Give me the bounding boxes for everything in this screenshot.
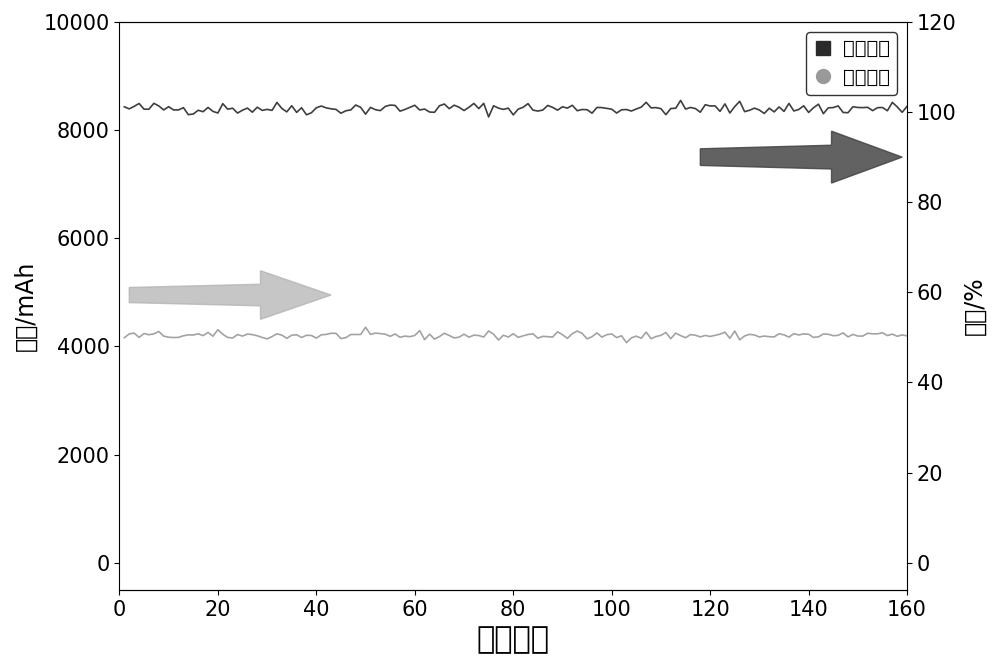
放电容量 [901, 332, 913, 340]
放电容量 [340, 333, 352, 341]
充电容量 [630, 105, 642, 113]
放电容量 [635, 334, 647, 342]
放电容量 [276, 331, 288, 339]
放电容量 [620, 339, 632, 347]
充电容量 [276, 104, 288, 112]
充电容量 [483, 113, 495, 121]
放电容量 [556, 331, 568, 339]
Polygon shape [129, 271, 331, 319]
Line: 放电容量: 放电容量 [124, 327, 907, 343]
X-axis label: 循环次数: 循环次数 [477, 625, 550, 654]
充电容量 [556, 103, 568, 111]
放电容量 [118, 334, 130, 342]
Y-axis label: 效率/%: 效率/% [962, 277, 986, 335]
Polygon shape [700, 131, 902, 183]
充电容量 [340, 107, 352, 115]
充电容量 [768, 108, 780, 116]
充电容量 [675, 96, 687, 104]
Line: 充电容量: 充电容量 [124, 100, 907, 117]
充电容量 [118, 103, 130, 111]
Y-axis label: 容量/mAh: 容量/mAh [14, 261, 38, 351]
充电容量 [872, 104, 884, 112]
放电容量 [360, 323, 372, 331]
Legend: 充电容量, 放电容量: 充电容量, 放电容量 [806, 31, 897, 95]
放电容量 [768, 333, 780, 341]
放电容量 [872, 330, 884, 338]
充电容量 [901, 102, 913, 110]
